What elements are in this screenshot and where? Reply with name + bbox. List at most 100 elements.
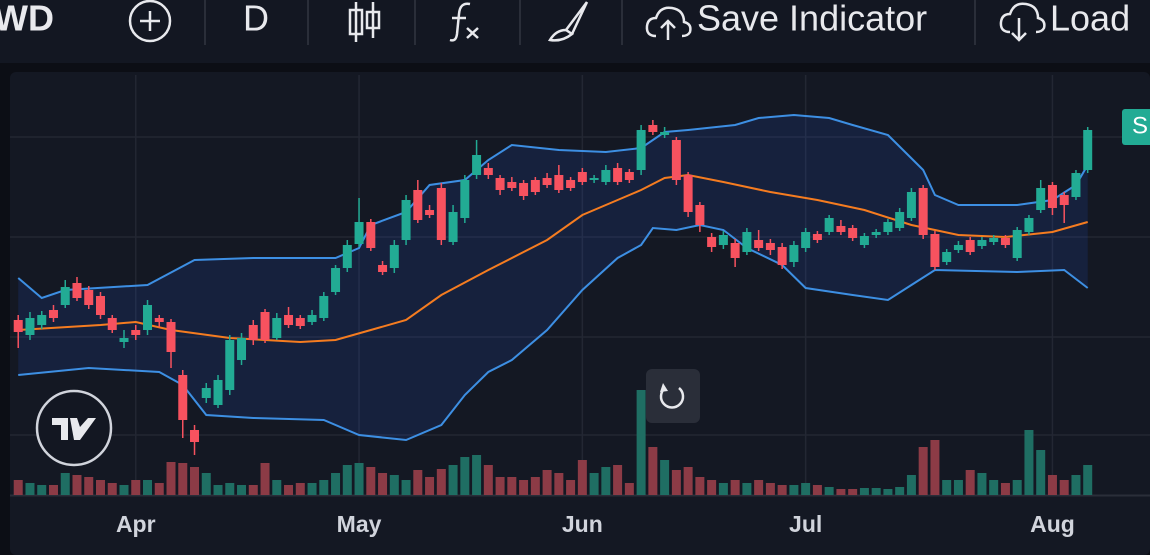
volume-bar [237,485,247,495]
candle-body [613,168,623,182]
candle-body [425,210,435,215]
candle-body [965,240,975,252]
volume-bar [225,483,235,495]
volume-bar [671,470,681,495]
tradingview-logo[interactable] [35,389,113,467]
volume-bar [342,465,352,495]
volume-bar [260,463,270,495]
volume-bar [566,480,576,495]
volume-bar [154,483,164,495]
load-icon[interactable] [999,2,1046,42]
volume-bar [507,477,517,495]
candle-body [648,125,658,132]
candle-body [765,243,775,250]
indicator-line [18,223,1089,442]
volume-bar [542,470,552,495]
volume-bar [495,477,505,495]
volume-bar [883,489,893,495]
candle-body [695,205,705,225]
volume-bar [413,470,423,495]
candle-body [1024,218,1034,232]
candle-body [413,190,423,220]
candle-body [342,245,352,268]
candle-body [801,232,811,248]
volume-bar [166,462,176,495]
volume-bar [84,477,94,495]
candle-body [131,330,141,335]
save-indicator-button[interactable]: Save Indicator [697,0,927,39]
plot: Apr May Jun Jul Aug S [10,75,1150,537]
candle-body [13,320,23,332]
candle-body [319,296,329,318]
candle-body [272,318,282,338]
volume-bar [648,447,658,495]
candle-body [248,325,258,340]
indicators-button[interactable] [449,2,479,42]
volume-bar [460,457,470,495]
candle-body [671,140,681,180]
volume-bar [131,480,141,495]
candle-body [119,338,129,342]
candle-body [883,222,893,232]
candle-body [636,130,646,170]
volume-bar [589,473,599,495]
add-button[interactable] [128,0,172,43]
candle-body [237,338,247,360]
volume-bar [1047,475,1057,495]
load-button[interactable]: Load [1050,0,1130,39]
candle-body [472,155,482,175]
candle-body [201,388,211,398]
volume-bar [918,447,928,495]
candle-body [1071,173,1081,197]
interval[interactable]: D [243,0,269,39]
volume-bar [366,467,376,495]
volume-bar [930,440,940,495]
volume-bar [953,480,963,495]
candle-body [1059,195,1069,205]
chart-type-button[interactable] [348,2,381,42]
candle-body [178,375,188,420]
candle-body [777,247,787,265]
reset-button[interactable] [646,369,700,423]
candle-body [754,240,764,248]
candle-body [871,232,881,235]
volume-bar [284,485,294,495]
volume-bar [530,477,540,495]
volume-bar [1036,450,1046,495]
volume-bar [695,477,705,495]
candle-body [436,188,446,240]
volume-bar [107,483,117,495]
volume-bar [519,480,529,495]
volume-bar [425,477,435,495]
volume-bar [13,480,23,495]
volume-bar [436,469,446,495]
candle-body [530,180,540,192]
candle-body [589,178,599,180]
volume-bar [213,485,223,495]
candle-body [1000,238,1010,245]
candle-body [495,178,505,190]
candle-body [895,212,905,228]
volume-bar [37,485,47,495]
volume-bar [801,483,811,495]
candle-body [166,322,176,352]
candle-body [483,168,493,175]
symbol[interactable]: WD [0,0,54,39]
candle-body [354,222,364,244]
toolbar [0,0,1150,63]
candle-body [366,222,376,248]
volume-bar [683,467,693,495]
volume-bar [859,488,869,495]
volume-bar [178,463,188,495]
candle-body [730,243,740,258]
save-icon[interactable] [645,6,692,40]
candle-body [48,310,58,318]
candle-body [154,318,164,322]
volume-bar [248,485,258,495]
candle-body [789,245,799,262]
candle-body [1036,188,1046,210]
drawing-button[interactable] [547,1,589,42]
candle-body [930,234,940,267]
candle-body [1047,185,1057,208]
volume-bar [765,483,775,495]
